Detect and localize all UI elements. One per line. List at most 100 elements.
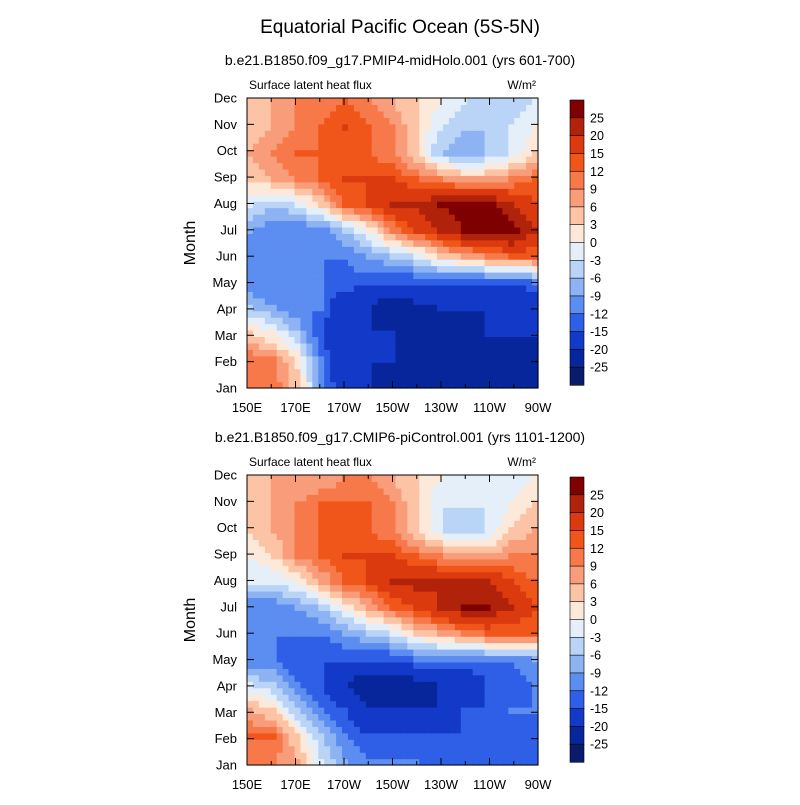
heatmap-cell <box>514 719 521 727</box>
heatmap-cell <box>258 636 266 644</box>
heatmap-cell <box>514 284 521 292</box>
x-tick-label: 170E <box>280 400 311 415</box>
heatmap-cell <box>264 310 272 318</box>
heatmap-cell <box>496 330 503 338</box>
heatmap-cell <box>347 552 355 560</box>
heatmap-cell <box>532 616 539 624</box>
heatmap-cell <box>377 336 385 344</box>
heatmap-cell <box>324 636 331 644</box>
heatmap-cell <box>431 284 438 292</box>
heatmap-cell <box>496 707 503 715</box>
heatmap-cell <box>306 110 313 118</box>
heatmap-cell <box>312 584 319 592</box>
heatmap-cell <box>460 520 468 528</box>
heatmap-cell <box>365 636 373 644</box>
heatmap-cell <box>478 610 486 618</box>
heatmap-cell <box>478 98 486 106</box>
heatmap-cell <box>526 375 533 383</box>
heatmap-cell <box>532 674 539 682</box>
heatmap-cell <box>454 571 462 579</box>
heatmap-cell <box>383 494 391 502</box>
heatmap-cell <box>508 362 515 370</box>
heatmap-cell <box>383 336 391 344</box>
heatmap-cell <box>294 278 302 286</box>
heatmap-cell <box>389 694 397 702</box>
heatmap-cell <box>347 545 355 553</box>
heatmap-cell <box>300 655 307 663</box>
heatmap-cell <box>401 194 408 202</box>
heatmap-cell <box>407 149 414 157</box>
heatmap-cell <box>294 507 302 515</box>
heatmap-cell <box>401 104 408 112</box>
heatmap-cell <box>502 304 509 312</box>
heatmap-cell <box>377 162 385 170</box>
heatmap-cell <box>336 475 343 483</box>
heatmap-cell <box>347 175 355 183</box>
colorbar-label: -9 <box>590 289 601 303</box>
heatmap-cell <box>383 214 391 222</box>
heatmap-cell <box>419 591 426 599</box>
heatmap-cell <box>294 707 302 715</box>
heatmap-cell <box>496 194 503 202</box>
heatmap-cell <box>448 220 456 228</box>
heatmap-cell <box>437 355 444 363</box>
heatmap-cell <box>448 181 456 189</box>
heatmap-cell <box>448 117 456 125</box>
heatmap-cell <box>466 494 474 502</box>
heatmap-cell <box>413 649 420 657</box>
heatmap-cell <box>318 272 325 280</box>
heatmap-cell <box>508 226 515 234</box>
heatmap-cell <box>514 649 521 657</box>
heatmap-cell <box>472 481 480 489</box>
heatmap-cell <box>448 758 456 766</box>
heatmap-cell <box>371 188 379 196</box>
heatmap-cell <box>431 136 438 144</box>
heatmap-cell <box>359 526 367 534</box>
heatmap-cell <box>460 259 468 267</box>
heatmap-cell <box>342 156 349 164</box>
heatmap-cell <box>407 143 414 151</box>
heatmap-cell <box>490 739 498 747</box>
heatmap-cell <box>258 272 266 280</box>
heatmap-cell <box>413 368 420 376</box>
heatmap-cell <box>472 629 480 637</box>
heatmap-cell <box>419 500 426 508</box>
heatmap-cell <box>401 342 408 350</box>
heatmap-cell <box>270 291 278 299</box>
heatmap-cell <box>282 584 290 592</box>
heatmap-cell <box>247 156 254 164</box>
heatmap-cell <box>460 591 468 599</box>
heatmap-cell <box>270 726 278 734</box>
heatmap-cell <box>407 571 414 579</box>
heatmap-cell <box>395 278 403 286</box>
heatmap-cell <box>377 565 385 573</box>
heatmap-cell <box>288 713 296 721</box>
heatmap-cell <box>270 336 278 344</box>
heatmap-cell <box>336 259 343 267</box>
heatmap-cell <box>264 745 272 753</box>
heatmap-cell <box>407 175 414 183</box>
heatmap-cell <box>371 162 379 170</box>
heatmap-cell <box>508 297 515 305</box>
heatmap-cell <box>294 310 302 318</box>
heatmap-cell <box>425 156 432 164</box>
heatmap-cell <box>264 752 272 760</box>
heatmap-cell <box>448 707 456 715</box>
heatmap-cell <box>395 584 403 592</box>
heatmap-cell <box>502 745 509 753</box>
heatmap-cell <box>437 168 444 176</box>
heatmap-cell <box>419 629 426 637</box>
heatmap-cell <box>448 156 456 164</box>
heatmap-cell <box>419 558 426 566</box>
heatmap-cell <box>276 513 284 521</box>
heatmap-cell <box>347 368 355 376</box>
heatmap-cell <box>252 623 260 631</box>
heatmap-cell <box>288 539 296 547</box>
heatmap-cell <box>448 507 456 515</box>
heatmap-cell <box>324 233 331 241</box>
heatmap-cell <box>401 603 408 611</box>
heatmap-cell <box>425 610 432 618</box>
heatmap-cell <box>514 239 521 247</box>
heatmap-cell <box>502 110 509 118</box>
heatmap-cell <box>294 252 302 260</box>
